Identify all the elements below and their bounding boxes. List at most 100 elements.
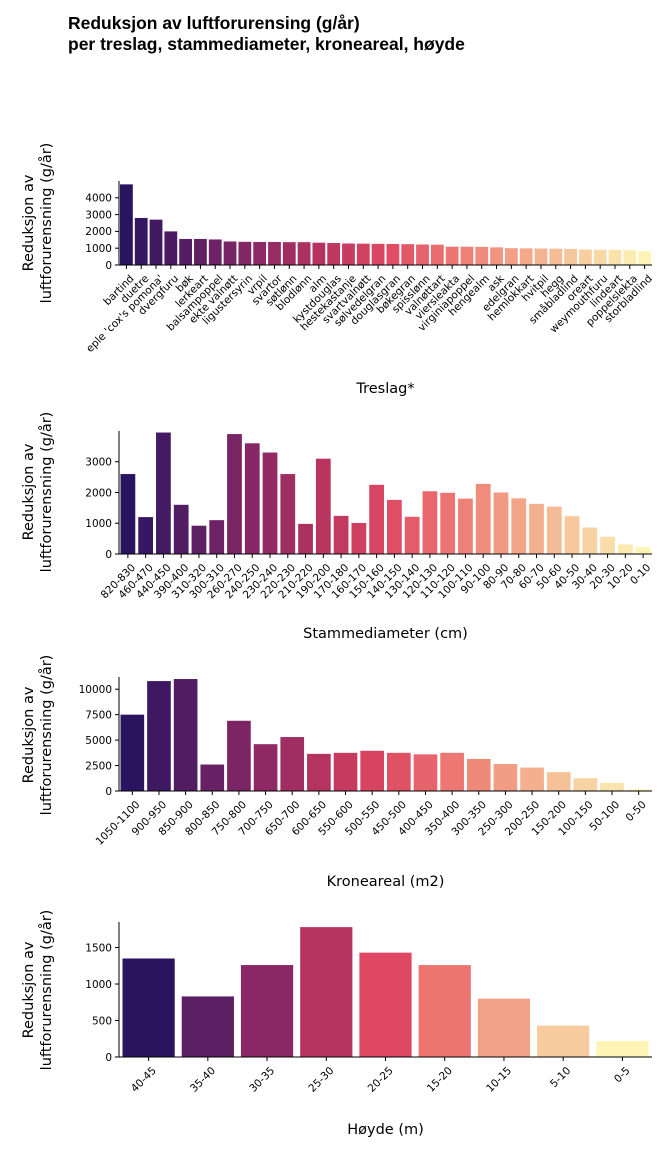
stammediameter-y-axis-title: Reduksjon av luftforurensning (g/år) [21, 412, 55, 573]
stammediameter-bar [529, 503, 544, 554]
hoyde-y-tick-label: 1500 [85, 942, 112, 954]
kroneareal-bar [387, 752, 411, 791]
stammediameter-y-tick-label: 0 [105, 549, 112, 561]
treslag-y-tick-label: 4000 [85, 193, 112, 205]
stammediameter-bar [280, 474, 296, 554]
kroneareal-y-tick-label: 2500 [85, 760, 112, 772]
hoyde-y-tick-label: 0 [105, 1052, 112, 1064]
treslag-bar [549, 248, 563, 265]
stammediameter-bar [458, 498, 473, 554]
hoyde-bar [596, 1040, 649, 1057]
hoyde-x-tick-label: 10-15 [484, 1065, 514, 1095]
hoyde-y-tick-label: 1000 [85, 979, 112, 991]
stammediameter-y-tick-label: 2000 [85, 487, 112, 499]
stammediameter-bar [546, 506, 562, 554]
hoyde-y-axis-title: Reduksjon av luftforurensning (g/år) [21, 910, 55, 1071]
kroneareal-bar [626, 789, 651, 791]
treslag-bar [312, 242, 326, 265]
stammediameter-y-axis-title-line-2: luftforurensning (g/år) [38, 412, 55, 573]
kroneareal-y-axis-title: Reduksjon av luftforurensning (g/år) [21, 655, 55, 816]
kroneareal-bar [200, 764, 225, 791]
stammediameter-x-axis-title: Stammediameter (cm) [303, 626, 468, 642]
kroneareal-y-tick-label: 5000 [85, 735, 112, 747]
treslag-bar [519, 248, 533, 265]
stammediameter-bar [120, 474, 136, 554]
stammediameter-bar [582, 527, 598, 554]
hoyde-bar [359, 952, 412, 1057]
treslag-y-axis-title-line-2: luftforurensning (g/år) [38, 143, 55, 304]
treslag-bar [504, 248, 518, 265]
treslag-bar [445, 246, 459, 265]
kroneareal-y-tick-label: 0 [105, 786, 112, 798]
stammediameter-bar [351, 522, 367, 554]
kroneareal-bar [413, 754, 438, 791]
treslag-bar [179, 238, 193, 265]
kroneareal-bar [147, 681, 171, 791]
stammediameter-y-axis-title-line-1: Reduksjon av [21, 443, 37, 540]
treslag-bar [371, 243, 385, 265]
hoyde-x-axis-title: Høyde (m) [347, 1122, 424, 1138]
hoyde-bar [181, 996, 234, 1057]
treslag-bar [638, 251, 651, 265]
hoyde-x-tick-label: 35-40 [188, 1065, 218, 1095]
stammediameter-x-tick-label: 0-10 [628, 562, 653, 587]
chart-title-line-1: Reduksjon av luftforurensing (g/år) [68, 13, 360, 33]
kroneareal-bar [466, 758, 491, 791]
treslag-bar [475, 246, 489, 265]
treslag-bar [134, 217, 148, 265]
kroneareal-bar [280, 737, 305, 791]
treslag-bar [223, 241, 237, 265]
treslag-bar [460, 246, 474, 265]
treslag-x-axis-title: Treslag* [355, 381, 414, 397]
hoyde-x-tick-label: 0-5 [612, 1065, 633, 1086]
stammediameter-bar [404, 516, 420, 554]
hoyde-bar [240, 965, 294, 1057]
treslag-bar [297, 242, 311, 265]
kroneareal-y-axis-title-line-2: luftforurensning (g/år) [38, 655, 55, 816]
hoyde-y-axis-title-line-2: luftforurensning (g/år) [38, 910, 55, 1071]
treslag-bar [120, 184, 133, 265]
hoyde-x-tick-label: 20-25 [366, 1065, 396, 1095]
stammediameter-bar [315, 458, 331, 554]
stammediameter-y-tick-label: 1000 [85, 518, 112, 530]
hoyde-bar [537, 1025, 590, 1057]
kroneareal-bar [120, 714, 145, 791]
kroneareal-bar [573, 778, 598, 791]
chart-title: Reduksjon av luftforurensing (g/år) per … [68, 13, 465, 55]
stammediameter-bar [564, 516, 580, 554]
stammediameter-bar [298, 523, 313, 554]
stammediameter-bar [191, 525, 207, 554]
treslag-y-axis-title: Reduksjon av luftforurensning (g/år) [21, 143, 55, 304]
treslag-y-tick-label: 2000 [85, 226, 112, 238]
kroneareal-bar [493, 764, 518, 791]
stammediameter-bar [209, 520, 225, 554]
treslag-bar [356, 243, 370, 265]
kroneareal-bar [600, 782, 624, 791]
kroneareal-bar [307, 753, 331, 791]
treslag-bar [386, 244, 400, 265]
treslag-bar [401, 244, 415, 265]
treslag-bar [268, 241, 281, 265]
treslag-bar [149, 219, 163, 265]
hoyde-bar [122, 958, 175, 1057]
stammediameter-bar [138, 517, 154, 554]
stammediameter-bar [440, 492, 456, 554]
treslag-bar [253, 241, 267, 265]
kroneareal-y-tick-label: 7500 [85, 709, 112, 721]
kroneareal-bar [227, 720, 251, 791]
kroneareal-y-tick-label: 10000 [79, 684, 112, 696]
kroneareal-y-axis-title-line-1: Reduksjon av [21, 686, 37, 783]
hoyde-y-tick-label: 500 [92, 1015, 112, 1027]
treslag-y-axis-title-line-1: Reduksjon av [21, 174, 37, 271]
treslag-bar [342, 243, 355, 265]
kroneareal-bar [360, 750, 384, 791]
treslag-bar [194, 238, 207, 265]
kroneareal-bar [440, 752, 464, 791]
treslag-bar [564, 248, 577, 265]
treslag-bar [164, 231, 178, 265]
chart-title-line-2: per treslag, stammediameter, kroneareal,… [68, 34, 465, 54]
stammediameter-bar [422, 491, 438, 554]
stammediameter-bar [635, 546, 651, 554]
